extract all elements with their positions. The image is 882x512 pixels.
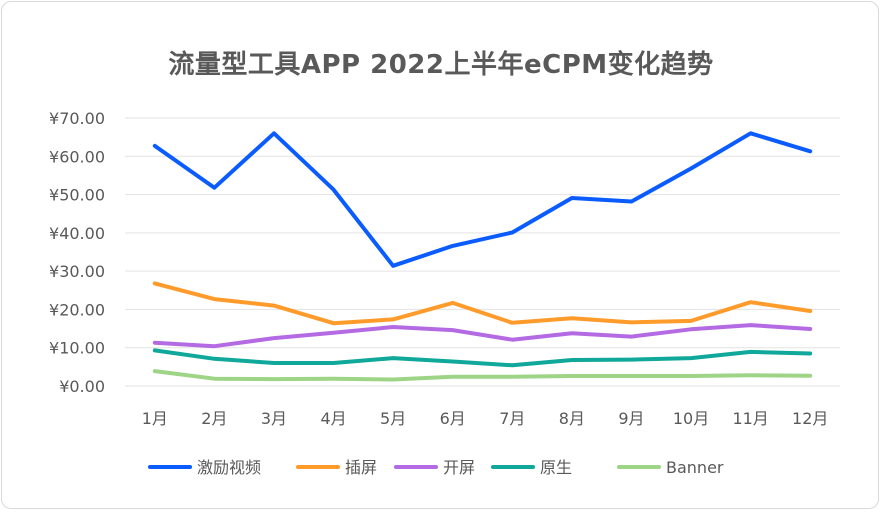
y-tick-label: ¥0.00	[59, 377, 105, 396]
x-tick-label: 6月	[440, 409, 466, 428]
legend-label: 插屏	[345, 458, 377, 477]
legend-label: 开屏	[443, 458, 475, 477]
x-tick-label: 12月	[792, 409, 828, 428]
y-tick-label: ¥60.00	[49, 147, 105, 166]
x-tick-label: 8月	[559, 409, 585, 428]
y-tick-label: ¥10.00	[49, 339, 105, 358]
x-tick-label: 4月	[320, 409, 346, 428]
series-line	[152, 323, 813, 349]
x-tick-label: 2月	[201, 409, 227, 428]
x-tick-label: 7月	[499, 409, 525, 428]
series-line	[152, 348, 813, 368]
y-tick-label: ¥30.00	[49, 262, 105, 281]
y-tick-label: ¥70.00	[49, 109, 105, 128]
chart-title: 流量型工具APP 2022上半年eCPM变化趋势	[168, 50, 714, 80]
x-tick-label: 5月	[380, 409, 406, 428]
legend-label: Banner	[666, 458, 724, 477]
x-tick-label: 1月	[142, 409, 168, 428]
x-tick-label: 3月	[261, 409, 287, 428]
legend-label: 激励视频	[197, 458, 261, 477]
x-tick-label: 9月	[618, 409, 644, 428]
legend-label: 原生	[540, 458, 572, 477]
series-line	[152, 131, 813, 268]
x-tick-label: 10月	[673, 409, 709, 428]
series-line	[152, 281, 813, 326]
series-line	[152, 369, 813, 382]
y-tick-label: ¥20.00	[49, 300, 105, 319]
y-tick-label: ¥50.00	[49, 186, 105, 205]
y-tick-label: ¥40.00	[49, 224, 105, 243]
x-tick-label: 11月	[732, 409, 768, 428]
